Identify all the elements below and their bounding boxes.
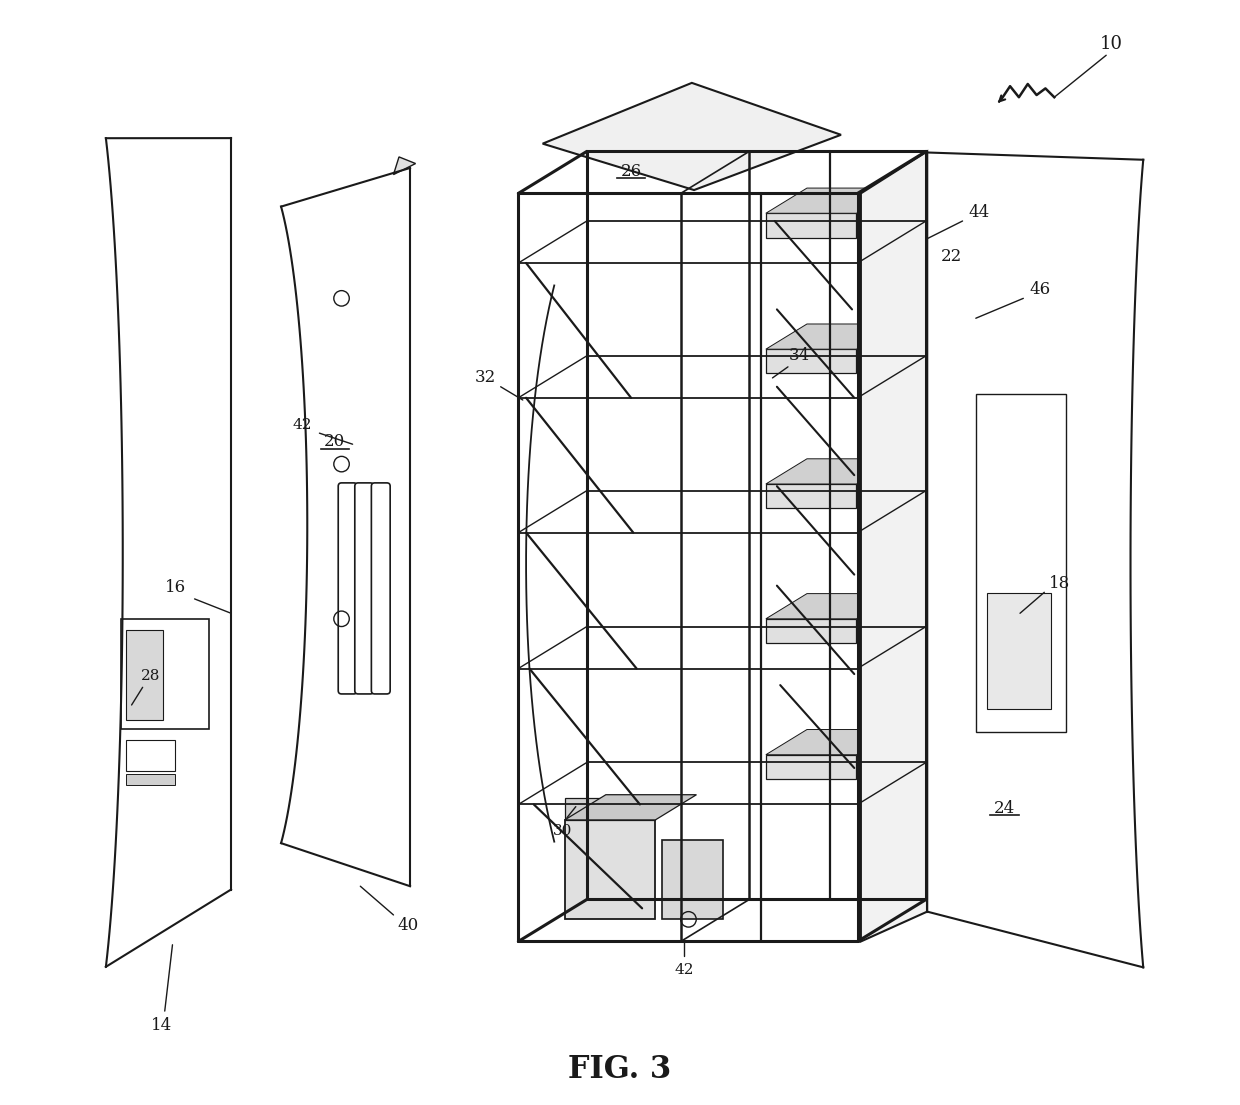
- Bar: [126, 630, 164, 720]
- Bar: [662, 840, 723, 919]
- Text: FIG. 3: FIG. 3: [568, 1054, 672, 1085]
- Polygon shape: [766, 729, 898, 755]
- Text: 32: 32: [475, 369, 496, 387]
- FancyBboxPatch shape: [355, 483, 373, 694]
- Bar: [564, 798, 656, 820]
- Text: 46: 46: [1029, 281, 1050, 298]
- Text: 34: 34: [789, 347, 810, 365]
- Text: 18: 18: [1049, 575, 1070, 592]
- Polygon shape: [861, 151, 928, 941]
- Text: 42: 42: [675, 964, 694, 977]
- Bar: [564, 820, 656, 919]
- Polygon shape: [393, 157, 415, 175]
- Text: 16: 16: [165, 579, 186, 597]
- Polygon shape: [543, 83, 841, 190]
- Bar: [987, 593, 1052, 709]
- Polygon shape: [766, 188, 898, 213]
- Text: 44: 44: [968, 203, 990, 221]
- Text: 24: 24: [994, 800, 1016, 818]
- Bar: [766, 349, 857, 373]
- Bar: [766, 619, 857, 643]
- Text: 30: 30: [553, 824, 572, 838]
- Bar: [766, 484, 857, 508]
- Bar: [766, 213, 857, 238]
- Polygon shape: [564, 794, 697, 820]
- Bar: [126, 740, 175, 771]
- Polygon shape: [766, 324, 898, 349]
- Polygon shape: [766, 593, 898, 619]
- Bar: [120, 619, 208, 729]
- FancyBboxPatch shape: [339, 483, 357, 694]
- Text: 14: 14: [151, 1017, 172, 1034]
- Bar: [766, 755, 857, 779]
- Text: 42: 42: [291, 419, 311, 432]
- Bar: [976, 394, 1066, 732]
- FancyBboxPatch shape: [371, 483, 391, 694]
- Text: 28: 28: [140, 670, 160, 683]
- Text: 10: 10: [1100, 35, 1123, 53]
- Text: 20: 20: [325, 433, 346, 451]
- Text: 40: 40: [397, 917, 418, 935]
- Text: 22: 22: [941, 248, 962, 265]
- Text: 26: 26: [620, 162, 641, 180]
- Polygon shape: [766, 459, 898, 484]
- Bar: [126, 774, 175, 785]
